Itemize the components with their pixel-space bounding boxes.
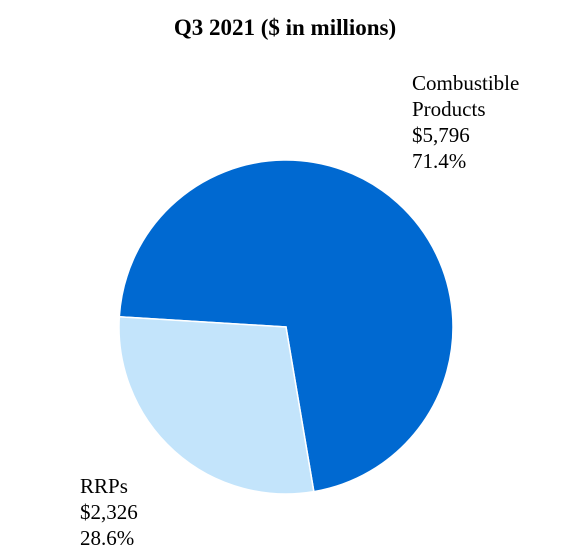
slice-value-label: $2,326 <box>80 500 138 524</box>
slice-value-label: $5,796 <box>412 123 470 147</box>
pie-slice-rrps <box>118 316 315 495</box>
slice-name-line-1: RRPs <box>80 474 128 498</box>
slice-percent-label: 28.6% <box>80 526 135 550</box>
slice-label-rrps: RRPs $2,326 28.6% <box>80 473 138 551</box>
chart-title: Q3 2021 ($ in millions) <box>173 15 397 40</box>
slice-label-combustible-products: Combustible Products $5,796 71.4% <box>412 70 519 174</box>
slice-name-line-1: Combustible <box>412 71 520 95</box>
pie-slice-combustible-products <box>118 159 454 493</box>
slice-name-line-2: Products <box>412 97 486 121</box>
slice-percent-label: 71.4% <box>412 149 467 173</box>
